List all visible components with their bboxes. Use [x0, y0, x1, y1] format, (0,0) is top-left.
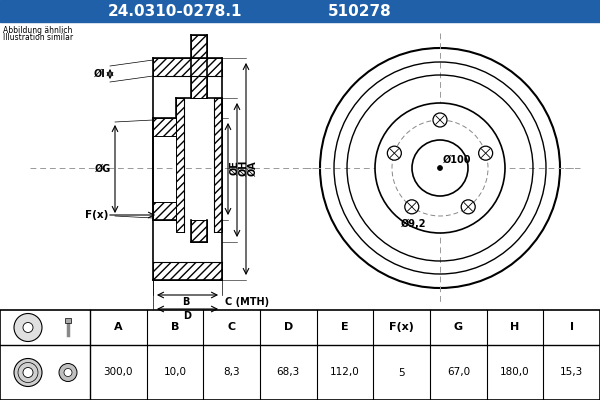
Text: I: I: [569, 322, 574, 332]
Text: 300,0: 300,0: [104, 368, 133, 378]
Text: 24.0310-0278.1: 24.0310-0278.1: [108, 4, 242, 18]
Text: 10,0: 10,0: [163, 368, 187, 378]
Text: B: B: [182, 297, 189, 307]
Bar: [0, 22, 600, 310]
Text: G: G: [454, 322, 463, 332]
Bar: [65, 318, 71, 322]
Circle shape: [375, 103, 505, 233]
Text: ØI: ØI: [94, 69, 106, 79]
Bar: [153, 262, 222, 280]
Circle shape: [59, 364, 77, 382]
Circle shape: [388, 146, 401, 160]
Bar: [153, 118, 176, 136]
Text: A: A: [114, 322, 122, 332]
Text: 510278: 510278: [328, 4, 392, 18]
Text: B: B: [171, 322, 179, 332]
Text: 180,0: 180,0: [500, 368, 530, 378]
Bar: [176, 98, 184, 232]
Text: 67,0: 67,0: [447, 368, 470, 378]
Text: C: C: [227, 322, 236, 332]
Text: 5: 5: [398, 368, 405, 378]
Bar: [153, 76, 222, 262]
Circle shape: [433, 113, 447, 127]
Text: H: H: [511, 322, 520, 332]
Text: 68,3: 68,3: [277, 368, 300, 378]
Text: D: D: [184, 311, 191, 321]
Text: Ø9,2: Ø9,2: [401, 219, 427, 229]
Bar: [153, 58, 222, 76]
Bar: [191, 220, 207, 242]
Text: Ø100: Ø100: [443, 155, 472, 165]
Bar: [153, 202, 176, 220]
Circle shape: [461, 200, 475, 214]
Circle shape: [23, 322, 33, 332]
Bar: [0, 0, 600, 22]
Text: E: E: [341, 322, 349, 332]
Text: 15,3: 15,3: [560, 368, 583, 378]
Circle shape: [320, 48, 560, 288]
Text: D: D: [284, 322, 293, 332]
Text: ØE: ØE: [230, 160, 240, 176]
Circle shape: [405, 200, 419, 214]
Text: ØH: ØH: [239, 160, 249, 176]
Circle shape: [14, 358, 42, 386]
Text: F(x): F(x): [85, 210, 109, 220]
Text: Illustration similar: Illustration similar: [3, 33, 73, 42]
Text: 112,0: 112,0: [330, 368, 360, 378]
Circle shape: [23, 368, 33, 378]
Circle shape: [14, 314, 42, 342]
Text: 8,3: 8,3: [223, 368, 240, 378]
Bar: [191, 35, 207, 98]
Circle shape: [412, 140, 468, 196]
Text: F(x): F(x): [389, 322, 414, 332]
Bar: [184, 98, 214, 232]
Circle shape: [64, 368, 72, 376]
Circle shape: [437, 166, 443, 170]
Bar: [214, 98, 222, 232]
Text: ØG: ØG: [95, 164, 111, 174]
Bar: [0, 310, 600, 400]
Text: Abbildung ähnlich: Abbildung ähnlich: [3, 26, 73, 35]
Text: C (MTH): C (MTH): [225, 297, 269, 307]
Circle shape: [479, 146, 493, 160]
Text: ØA: ØA: [248, 160, 258, 176]
